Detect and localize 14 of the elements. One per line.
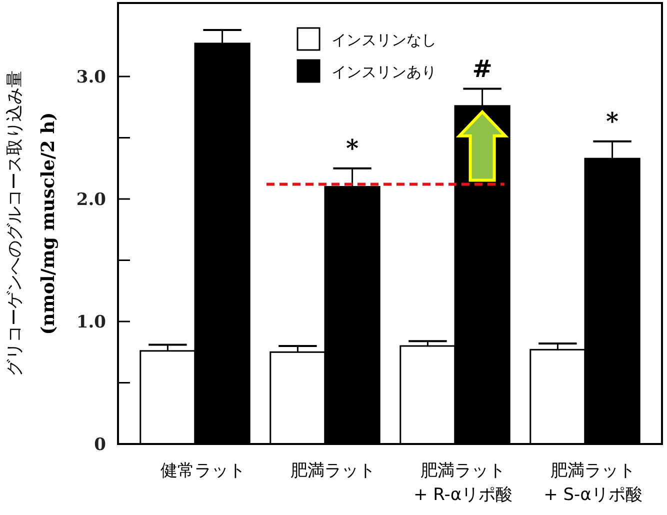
y-tick-label: 1.0 — [76, 312, 106, 332]
x-tick-label: 健常ラット — [160, 461, 246, 481]
annotation: # — [472, 54, 492, 83]
x-tick-label: 肥満ラット + S-αリポ酸 — [544, 461, 642, 505]
y-axis-title: グリコーゲンへのグルコース取り込み量 (nmol/mg muscle/2 h) — [5, 70, 59, 376]
annotation: * — [606, 106, 620, 136]
annotation: * — [346, 133, 360, 162]
legend-label: インスリンあり — [332, 63, 437, 81]
y-tick-label: 2.0 — [76, 190, 106, 210]
legend-label: インスリンなし — [332, 31, 437, 49]
y-tick-label: 3.0 — [76, 68, 106, 88]
x-tick-label: 肥満ラット + R-αリポ酸 — [413, 461, 513, 505]
y-tick-label: 0 — [94, 435, 106, 455]
x-tick-label: 肥満ラット — [290, 461, 376, 481]
